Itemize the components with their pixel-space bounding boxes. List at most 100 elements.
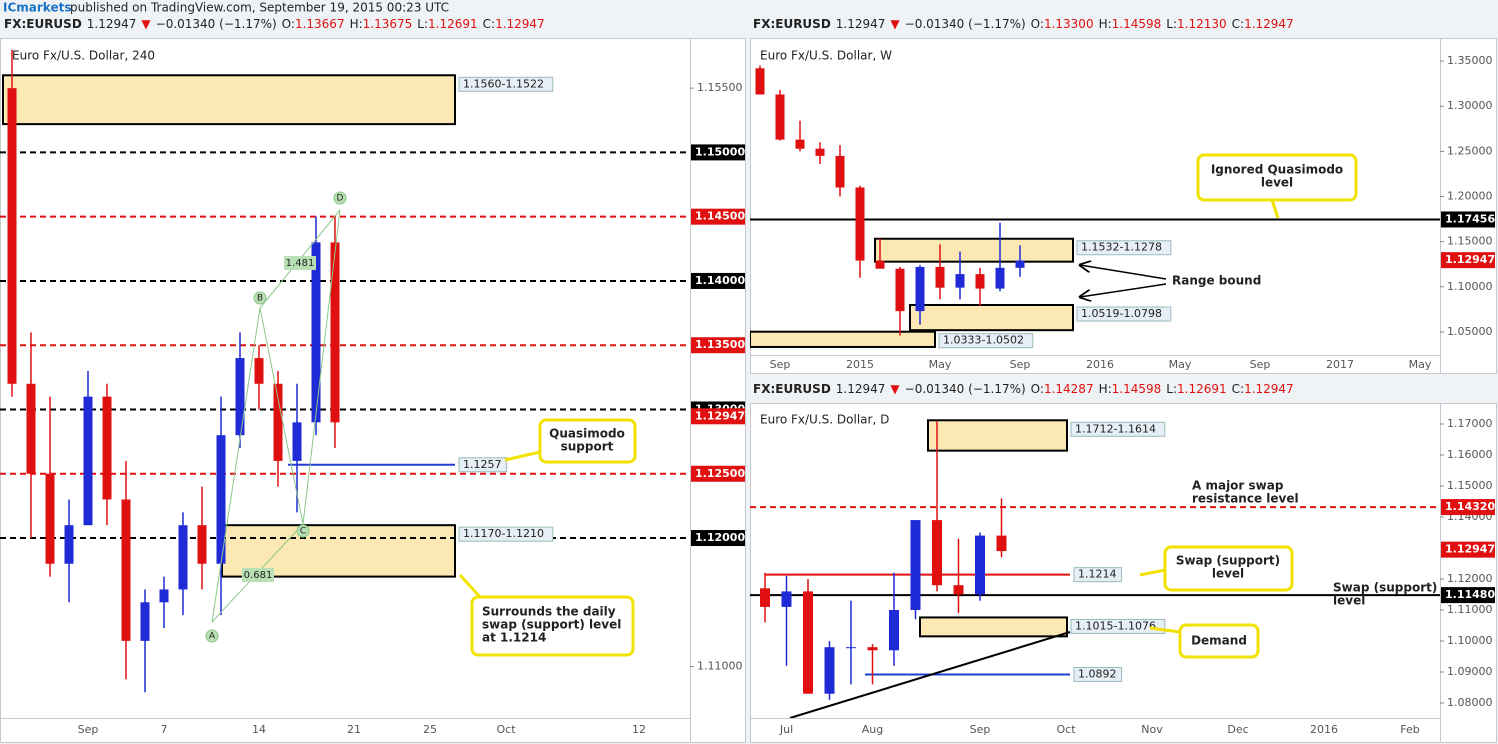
x-tick-label: Sep: [78, 723, 99, 736]
zone-label-box: [458, 526, 554, 542]
change-arrow: ▼: [141, 17, 151, 31]
candle-body: [121, 499, 131, 641]
ohlc-value: 1.14287: [1044, 382, 1094, 396]
chart-title: Euro Fx/U.S. Dollar, D: [760, 413, 889, 427]
zone-label-box: [1070, 421, 1166, 437]
candle-body: [975, 274, 985, 289]
x-tick-label: 2016: [1086, 358, 1114, 371]
y-tick-label: 1.09000: [1447, 665, 1493, 678]
pattern-ratio-box: [242, 568, 274, 582]
level-label-box: [1441, 499, 1495, 516]
candle-body: [83, 396, 93, 526]
level-label: 1.11480: [1445, 588, 1495, 601]
candle-body: [955, 274, 965, 288]
level-label: 1.12947: [695, 409, 745, 422]
candle-body: [867, 647, 878, 651]
ohlc-key: O:: [1031, 382, 1044, 396]
level-label: 1.14320: [1445, 500, 1495, 513]
supply-demand-zone: [919, 616, 1068, 638]
supply-demand-zone: [750, 330, 936, 348]
annotation-text: Swap (support): [1333, 581, 1437, 595]
annotation-text: Ignored Quasimodo: [1211, 163, 1343, 177]
x-tick-label: Aug: [862, 723, 883, 736]
annotation-text: Range bound: [1172, 274, 1261, 288]
candle-body: [824, 647, 835, 694]
brand[interactable]: ICmarkets: [3, 1, 71, 15]
pattern-ratio-box: [284, 256, 316, 270]
y-tick-label: 1.15000: [1447, 479, 1493, 492]
change: −0.01340 (−1.17%): [156, 17, 277, 31]
candle-body: [835, 155, 845, 188]
callout-pointer: [458, 573, 482, 599]
x-tick-label: 12: [632, 723, 646, 736]
zone-label-box: [458, 76, 554, 92]
trend-line: [789, 631, 1071, 718]
zone-label: 1.1532-1.1278: [1081, 241, 1162, 254]
annotation-text: swap (support) level: [482, 618, 621, 632]
candle-body: [795, 139, 805, 149]
zone-label: 1.0333-1.0502: [943, 334, 1024, 347]
zone-label-box: [1076, 306, 1172, 322]
annotation-arrow: [1080, 283, 1167, 297]
y-tick-label: 1.25000: [1447, 144, 1493, 157]
candle-body: [995, 267, 1005, 289]
level-label-box: [691, 144, 745, 161]
annotation-text: A major swap: [1192, 479, 1284, 493]
supply-demand-zone: [874, 237, 1074, 263]
candle-body: [102, 396, 112, 500]
supply-demand-zone: [927, 419, 1068, 452]
annotation-text: level: [1333, 594, 1365, 608]
level-label: 1.12500: [695, 467, 745, 480]
level-label-box: [1441, 211, 1495, 228]
x-tick-label: 7: [161, 723, 168, 736]
candle-body: [197, 525, 207, 564]
level-label: 1.14500: [695, 210, 745, 223]
annotation-text: Demand: [1191, 634, 1247, 648]
x-tick-label: Sep: [770, 358, 791, 371]
x-tick-label: May: [1169, 358, 1192, 371]
last-price: 1.12947: [87, 17, 137, 31]
level-label-box: [1441, 541, 1495, 558]
line-label-box: [1073, 666, 1123, 682]
ohlc-key: C:: [1232, 382, 1244, 396]
candle-body: [45, 473, 55, 564]
change: −0.01340 (−1.17%): [905, 17, 1026, 31]
line-label-box: [458, 457, 508, 473]
last-price: 1.12947: [836, 382, 886, 396]
ohlc-value: 1.13675: [363, 17, 413, 31]
y-tick-label: 1.05000: [1447, 325, 1493, 338]
chart-title: Euro Fx/U.S. Dollar, W: [760, 49, 892, 63]
line-label: 1.1214: [1078, 568, 1117, 581]
pattern-point-badge: [205, 629, 219, 643]
candle-body: [889, 609, 899, 651]
x-tick-label: Sep: [970, 723, 991, 736]
callout-box: [538, 418, 637, 464]
line-label: 1.0892: [1078, 667, 1117, 680]
zone-label: 1.1560-1.1522: [463, 77, 544, 90]
candle-body: [216, 435, 226, 564]
pattern-ratio: 1.481: [286, 258, 315, 269]
pattern-point-label: A: [209, 632, 216, 642]
level-label-box: [1441, 587, 1495, 604]
x-tick-label: Sep: [1250, 358, 1271, 371]
plot-area: [750, 419, 1440, 718]
symbol: FX:EURUSD: [753, 382, 831, 396]
callout-pointer: [1139, 568, 1166, 577]
pattern-point-label: C: [300, 527, 306, 537]
symbol-header: FX:EURUSD 1.12947 ▼ −0.01340 (−1.17%) O:1.13…: [4, 17, 545, 31]
candle-body: [273, 383, 283, 461]
candle-body: [815, 148, 825, 156]
level-label-box: [691, 208, 745, 225]
candle-body: [875, 260, 885, 269]
candle-body: [781, 591, 792, 607]
callout-box: [1196, 153, 1358, 202]
level-label: 1.12947: [1445, 543, 1495, 556]
ohlc-key: C:: [1232, 17, 1244, 31]
level-label: 1.14000: [695, 274, 745, 287]
level-label-box: [691, 272, 745, 289]
pattern-point-badge: [296, 524, 310, 538]
level-label: 1.17456: [1445, 212, 1495, 225]
ohlc-key: L:: [1166, 382, 1177, 396]
candle-body: [996, 535, 1007, 552]
callout-box: [1163, 545, 1294, 592]
